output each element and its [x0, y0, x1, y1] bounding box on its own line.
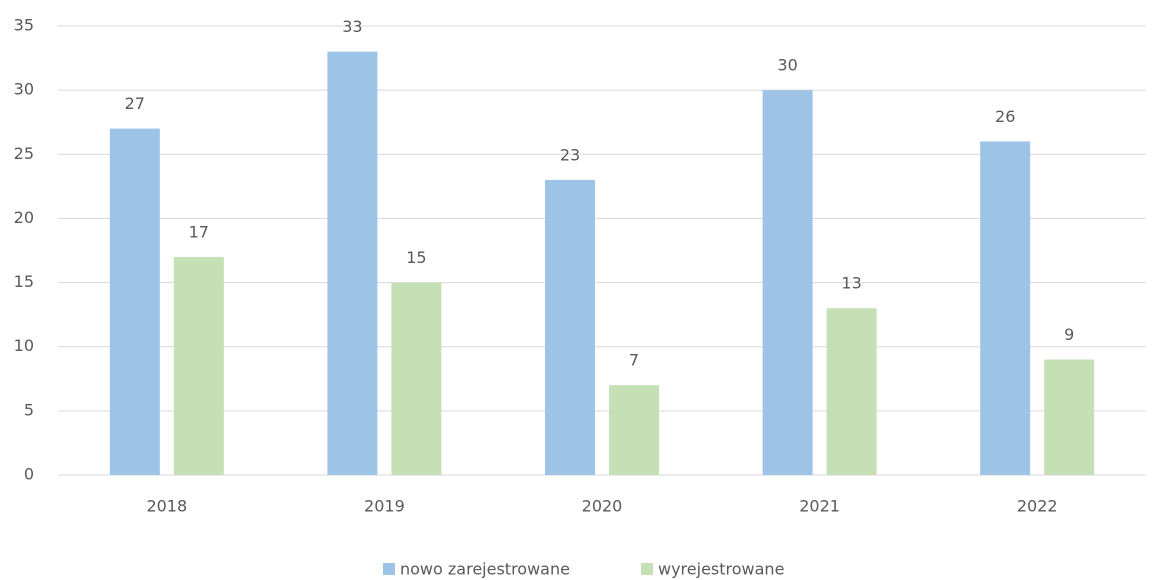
x-tick-label: 2019	[364, 497, 405, 516]
y-tick-label: 15	[14, 272, 34, 291]
bar	[1044, 359, 1095, 475]
legend-swatch	[641, 563, 653, 575]
y-tick-label: 35	[14, 16, 34, 35]
y-tick-label: 10	[14, 336, 34, 355]
x-tick-label: 2022	[1017, 497, 1058, 516]
data-label: 33	[342, 17, 362, 36]
data-label: 27	[125, 94, 145, 113]
legend-swatch	[383, 563, 395, 575]
data-label: 7	[629, 351, 639, 370]
x-tick-label: 2020	[582, 497, 623, 516]
data-label: 30	[777, 56, 797, 75]
bar	[826, 308, 877, 475]
data-label: 9	[1064, 325, 1074, 344]
bar	[109, 128, 160, 475]
bar	[173, 256, 224, 475]
y-tick-label: 20	[14, 208, 34, 227]
data-label: 17	[189, 222, 209, 241]
bar	[545, 179, 595, 475]
y-tick-label: 25	[14, 144, 34, 163]
x-tick-label: 2018	[146, 497, 187, 516]
bar	[609, 385, 659, 475]
legend-label: wyrejestrowane	[658, 560, 784, 579]
bar	[391, 282, 442, 475]
data-label: 23	[560, 145, 580, 164]
data-label: 13	[841, 274, 861, 293]
bar	[762, 90, 813, 476]
data-label: 26	[995, 107, 1015, 126]
legend-label: nowo zarejestrowane	[400, 560, 570, 579]
y-tick-label: 30	[14, 80, 34, 99]
data-label: 15	[406, 248, 426, 267]
y-tick-label: 5	[24, 400, 34, 419]
bar	[980, 141, 1031, 475]
x-tick-label: 2021	[799, 497, 840, 516]
bar	[327, 51, 378, 476]
y-tick-label: 0	[24, 465, 34, 484]
